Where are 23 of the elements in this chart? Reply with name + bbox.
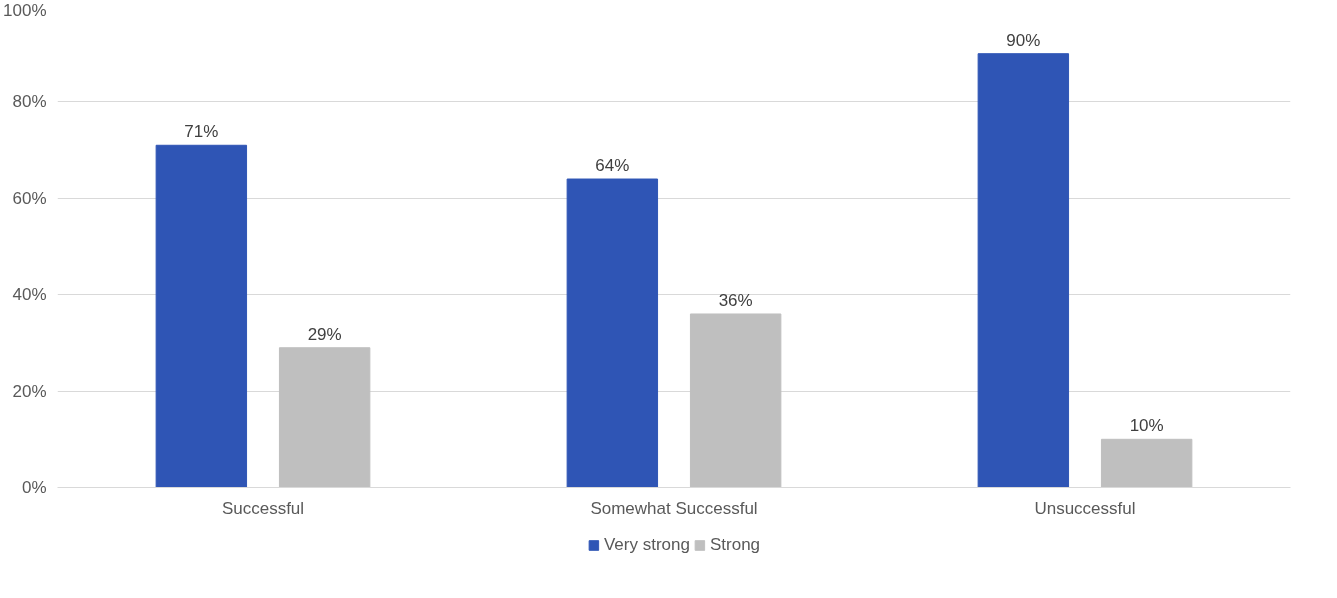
y-tick-label: 20% bbox=[12, 381, 47, 401]
bar bbox=[278, 347, 371, 488]
bar bbox=[689, 313, 782, 488]
bar bbox=[566, 178, 659, 488]
text: 10% bbox=[1129, 416, 1164, 436]
x-tick-label: Somewhat Successful bbox=[590, 498, 758, 518]
y-tick-label: 40% bbox=[12, 285, 47, 305]
bar bbox=[977, 53, 1070, 488]
text: 64% bbox=[595, 156, 630, 176]
y-tick-label: 80% bbox=[12, 92, 47, 112]
legend-label: Very strong bbox=[603, 535, 690, 555]
text: 71% bbox=[184, 122, 219, 142]
x-tick-label: Successful bbox=[221, 498, 305, 518]
bar bbox=[155, 144, 248, 488]
y-tick-label: 60% bbox=[12, 188, 47, 208]
y-tick-label: 100% bbox=[3, 0, 47, 20]
text: 90% bbox=[1006, 30, 1041, 50]
text: 36% bbox=[718, 290, 753, 310]
text: 29% bbox=[307, 324, 342, 344]
y-tick-label: 0% bbox=[21, 478, 47, 497]
bar bbox=[1100, 438, 1193, 488]
x-tick-label: Unsuccessful bbox=[1034, 498, 1136, 518]
legend-label: Strong bbox=[709, 535, 761, 555]
